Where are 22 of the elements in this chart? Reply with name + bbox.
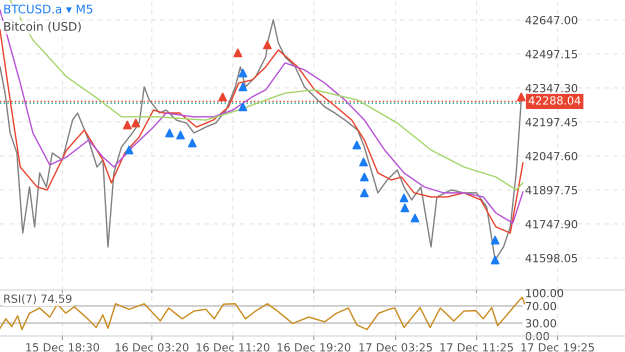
y-tick-label: 70.00 — [526, 302, 556, 310]
x-tick-label: 16 Dec 11:20 — [196, 343, 270, 352]
y-tick-label: 100.00 — [526, 288, 564, 298]
x-tick-label: 17 Dec 19:25 — [521, 343, 594, 352]
y-tick-label: 42347.30 — [526, 84, 578, 92]
y-tick-label: 42197.45 — [526, 118, 578, 126]
x-tick-label: 15 Dec 18:30 — [26, 343, 100, 352]
y-tick-label: 30.00 — [526, 319, 556, 328]
text: Bitcoin (USD) — [4, 22, 81, 32]
chart-title: RSI(7) 74.59 — [4, 294, 72, 304]
y-tick-label: 41747.90 — [526, 220, 578, 228]
y-tick-label: 42047.60 — [526, 152, 578, 160]
x-tick-label: 17 Dec 03:25 — [359, 343, 432, 352]
x-tick-label: 17 Dec 11:25 — [440, 343, 513, 352]
x-tick-label: 16 Dec 03:20 — [116, 343, 188, 352]
y-tick-label: 41897.75 — [526, 186, 578, 194]
chart-title: BTCUSD.a ▾ M5 — [4, 4, 92, 14]
ref-line-label: 42288.04 — [528, 96, 581, 105]
y-tick-label: 42497.15 — [526, 50, 578, 58]
y-tick-label: 42647.00 — [526, 16, 578, 24]
x-tick-label: 16 Dec 19:20 — [278, 343, 350, 352]
y-tick-label: 41598.05 — [526, 254, 578, 262]
